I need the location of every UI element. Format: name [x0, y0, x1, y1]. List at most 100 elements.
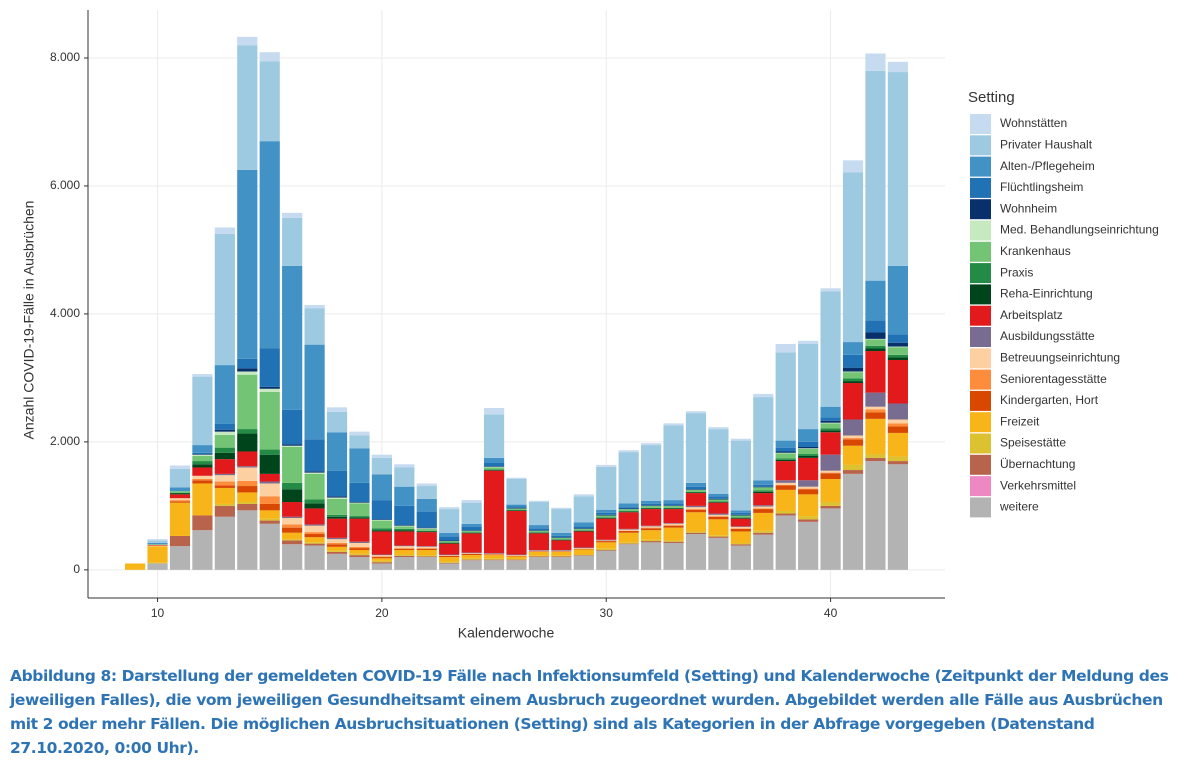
bar-segment [237, 368, 258, 372]
bar-segment [842, 473, 864, 570]
bar-segment [865, 338, 886, 340]
legend-swatch [970, 263, 991, 284]
bar-segment [461, 523, 482, 527]
bar-segment [169, 498, 191, 501]
bar-segment [551, 537, 572, 540]
bar-segment [147, 563, 168, 570]
bar-segment [641, 505, 662, 506]
bar-segment [641, 507, 662, 509]
legend-label: Freizeit [1000, 414, 1040, 428]
bar-segment [371, 556, 392, 558]
bar-segment [483, 555, 505, 559]
bar-segment [461, 500, 482, 503]
legend-label: Reha-Einrichtung [1000, 287, 1093, 301]
bar-segment [326, 432, 348, 471]
bar-segment [708, 502, 729, 503]
bar-segment [618, 508, 639, 510]
bar-segment [820, 505, 841, 509]
bar-segment [125, 563, 146, 570]
bar-segment [326, 518, 348, 538]
bar-segment [326, 542, 348, 545]
bar-segment [304, 534, 325, 538]
bar-segment [842, 445, 864, 465]
bar-segment [775, 352, 796, 441]
bar-segment [618, 511, 639, 513]
bar-segment [192, 454, 213, 455]
bar-segment [169, 500, 191, 502]
bar-segment [416, 557, 437, 570]
bar-segment [147, 545, 168, 547]
bar-segment [416, 532, 437, 547]
bar-segment [887, 72, 908, 266]
bar-segment [259, 520, 280, 524]
bar-segment [887, 359, 908, 404]
bar-segment [685, 411, 707, 414]
bar-segment [326, 551, 348, 554]
bar-segment [304, 471, 325, 473]
bar-segment [865, 345, 886, 349]
bar-segment [842, 470, 864, 474]
legend-label: Ausbildungsstätte [1000, 329, 1095, 343]
bar-segment [775, 440, 796, 448]
bar-segment [865, 454, 886, 458]
bar-segment [326, 470, 348, 497]
bar-segment [753, 480, 774, 485]
bar-segment [708, 535, 729, 537]
bar-segment [685, 532, 707, 535]
bar-segment [483, 469, 505, 471]
bar-segment [865, 351, 886, 393]
bar-segment [641, 500, 662, 504]
bar-segment [147, 544, 168, 546]
bar-segment [551, 532, 572, 536]
bar-segment [282, 444, 303, 446]
bar-segment [753, 484, 774, 487]
bar-segment [887, 265, 908, 335]
bar-segment [618, 544, 639, 570]
bar-segment [865, 406, 886, 410]
bar-segment [865, 320, 886, 333]
bar-segment [753, 397, 774, 481]
legend-title: Setting [968, 89, 1015, 106]
bar-segment [259, 473, 280, 482]
bar-segment [483, 462, 505, 467]
bar-segment [214, 503, 235, 506]
bar-segment [685, 482, 707, 487]
bar-segment [304, 545, 325, 570]
bar-segment [596, 550, 617, 570]
bar-segment [416, 546, 437, 549]
bar-segment [685, 531, 707, 533]
bar-segment [820, 428, 841, 431]
bar-segment [551, 539, 572, 541]
bar-segment [214, 233, 235, 366]
bar-segment [439, 507, 460, 510]
bar-segment [371, 520, 392, 529]
bar-segment [663, 527, 684, 541]
bar-segment [842, 383, 864, 420]
bar-segment [259, 388, 280, 392]
bar-segment [820, 406, 841, 418]
bar-segment [573, 530, 594, 532]
bar-segment [394, 546, 415, 549]
bar-segment [349, 503, 370, 517]
bar-segment [349, 557, 370, 570]
bar-segment [730, 542, 751, 545]
bar-segment [887, 419, 908, 424]
bar-segment [708, 514, 729, 517]
bar-segment [371, 560, 392, 563]
bar-segment [304, 525, 325, 533]
bar-segment [753, 506, 774, 509]
bar-segment [730, 512, 751, 515]
bar-segment [842, 435, 864, 439]
bar-segment [573, 528, 594, 531]
bar-segment [775, 343, 796, 353]
bar-segment [483, 467, 505, 470]
bar-segment [326, 498, 348, 515]
bar-segment [416, 511, 437, 528]
bar-segment [528, 532, 550, 534]
bar-segment [842, 342, 864, 355]
bar-segment [237, 503, 258, 511]
bar-segment [349, 431, 370, 436]
bar-segment [641, 505, 662, 508]
legend-swatch [970, 433, 991, 454]
bar-segment [371, 500, 392, 520]
